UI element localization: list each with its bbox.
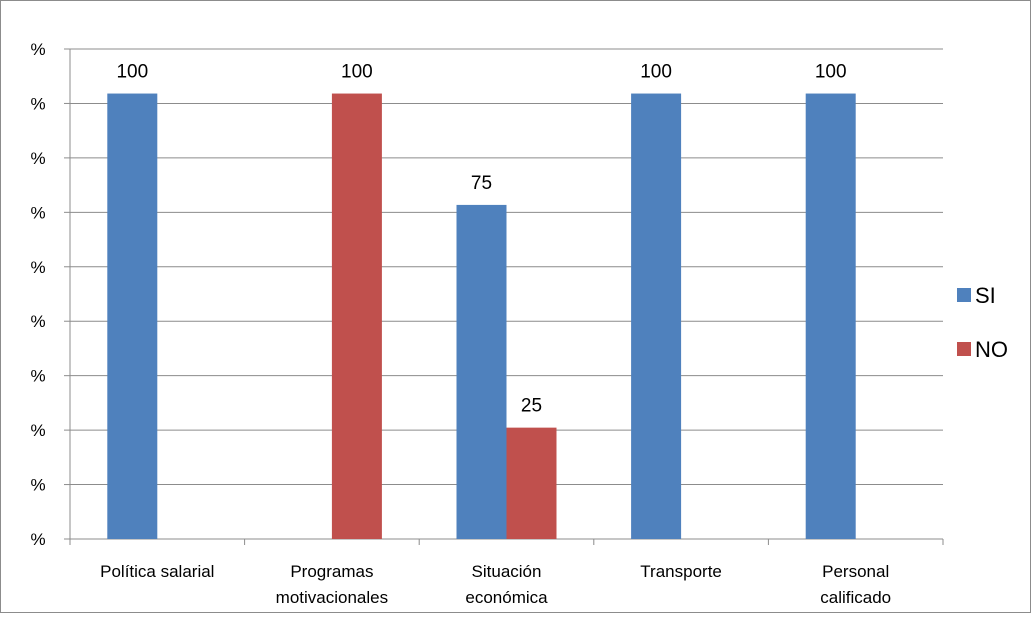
legend-label-no: NO — [975, 337, 1008, 362]
legend-swatch-si — [957, 288, 971, 302]
y-tick-label: % — [30, 258, 45, 277]
bar-si — [107, 93, 158, 539]
y-tick-label: % — [30, 367, 45, 386]
legend-swatch-no — [957, 342, 971, 356]
data-label: 75 — [471, 173, 492, 194]
y-tick-label: % — [30, 40, 45, 59]
x-tick-label: Personal calificado — [820, 562, 891, 607]
y-tick-label: % — [30, 421, 45, 440]
bar-si — [805, 93, 856, 539]
bars — [107, 93, 856, 539]
x-tick-label: Transporte — [640, 562, 722, 581]
data-label: 100 — [341, 62, 373, 83]
data-label: 100 — [815, 62, 847, 83]
x-tick-label: Política salarial — [100, 562, 214, 581]
data-label: 25 — [521, 396, 542, 417]
x-tick-label: Programas motivacionales — [276, 562, 388, 607]
y-tick-label: % — [30, 530, 45, 549]
bar-si — [456, 204, 507, 539]
y-tick-label: % — [30, 312, 45, 331]
bar-no — [331, 93, 382, 539]
bar-no — [506, 427, 557, 539]
bar-si — [631, 93, 682, 539]
legend-label-si: SI — [975, 283, 996, 308]
legend: SI NO — [957, 283, 1008, 362]
y-tick-label: % — [30, 203, 45, 222]
x-tick-label: Situación económica — [465, 562, 548, 607]
y-tick-label: % — [30, 94, 45, 113]
data-label: 100 — [640, 62, 672, 83]
y-tick-label: % — [30, 149, 45, 168]
data-labels: 100 100 75 25 100 100 — [116, 62, 846, 417]
y-tick-labels: %%%%%%%%%% — [30, 40, 45, 549]
data-label: 100 — [116, 62, 148, 83]
x-tick-labels: Política salarial Programas motivacionales… — [100, 562, 891, 607]
y-tick-label: % — [30, 476, 45, 495]
